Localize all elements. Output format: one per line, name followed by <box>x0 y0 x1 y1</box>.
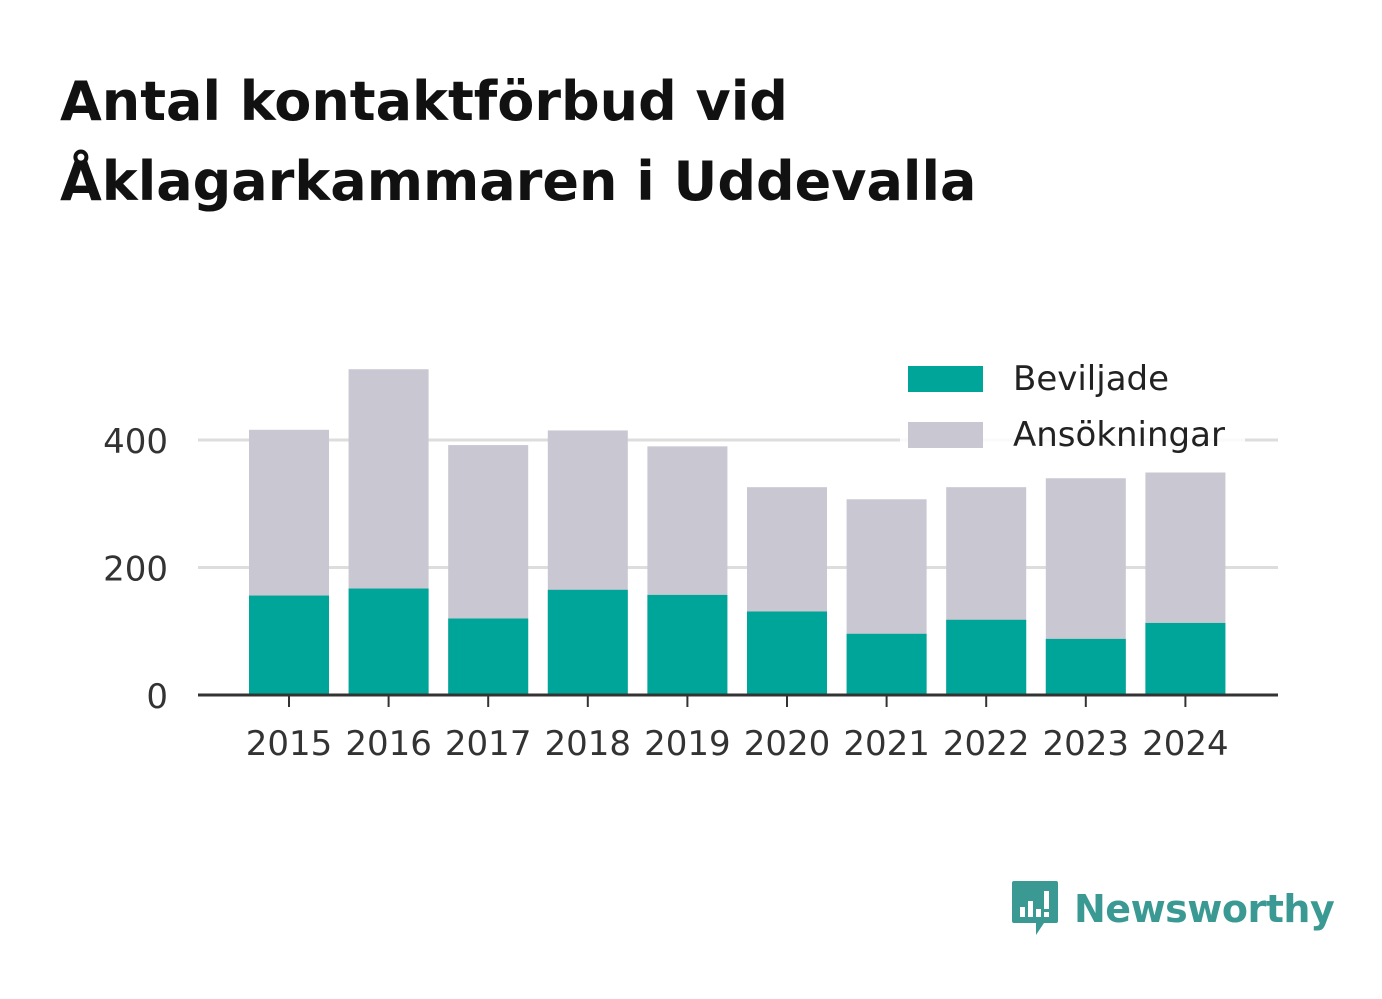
bar-granted <box>647 594 728 695</box>
legend-label: Ansökningar <box>1013 415 1225 455</box>
y-tick-label: 200 <box>103 550 168 590</box>
bar-granted <box>348 588 429 695</box>
bar-granted <box>1045 638 1126 695</box>
x-tick-label: 2015 <box>246 724 333 764</box>
x-tick-label: 2019 <box>644 724 731 764</box>
legend-swatch <box>908 422 983 448</box>
brand-logo: Newsworthy <box>1010 878 1335 940</box>
bar-granted <box>747 611 827 695</box>
chart-title-line-1: Antal kontaktförbud vid <box>60 70 788 133</box>
y-axis-labels: 0 200 400 <box>103 422 168 717</box>
x-tick-label: 2016 <box>345 724 432 764</box>
bar-granted <box>448 618 529 695</box>
bar-granted <box>846 633 927 695</box>
x-tick-label: 2023 <box>1043 724 1130 764</box>
bars <box>249 369 1226 695</box>
x-tick-label: 2024 <box>1142 724 1229 764</box>
chart-title: Antal kontaktförbud vid Åklagarkammaren … <box>60 62 1320 222</box>
bar-granted <box>946 619 1027 695</box>
newsworthy-logo-icon <box>1012 881 1058 935</box>
legend-swatch <box>908 366 983 392</box>
brand-name: Newsworthy <box>1074 887 1335 931</box>
x-axis: 2015 2016 2017 2018 2019 2020 2021 2022 2023 2024 <box>198 693 1278 764</box>
x-tick-label: 2020 <box>744 724 831 764</box>
y-tick-label: 0 <box>146 677 168 717</box>
x-tick-label: 2017 <box>445 724 532 764</box>
chart-title-line-2: Åklagarkammaren i Uddevalla <box>60 150 977 213</box>
bar-granted <box>1145 622 1226 695</box>
bar-granted <box>249 595 329 695</box>
x-tick-label: 2022 <box>943 724 1030 764</box>
legend-label: Beviljade <box>1013 359 1169 399</box>
x-tick-label: 2021 <box>843 724 930 764</box>
legend: Beviljade Ansökningar <box>900 355 1245 470</box>
bar-granted <box>547 589 628 695</box>
x-tick-label: 2018 <box>545 724 632 764</box>
y-tick-label: 400 <box>103 422 168 462</box>
